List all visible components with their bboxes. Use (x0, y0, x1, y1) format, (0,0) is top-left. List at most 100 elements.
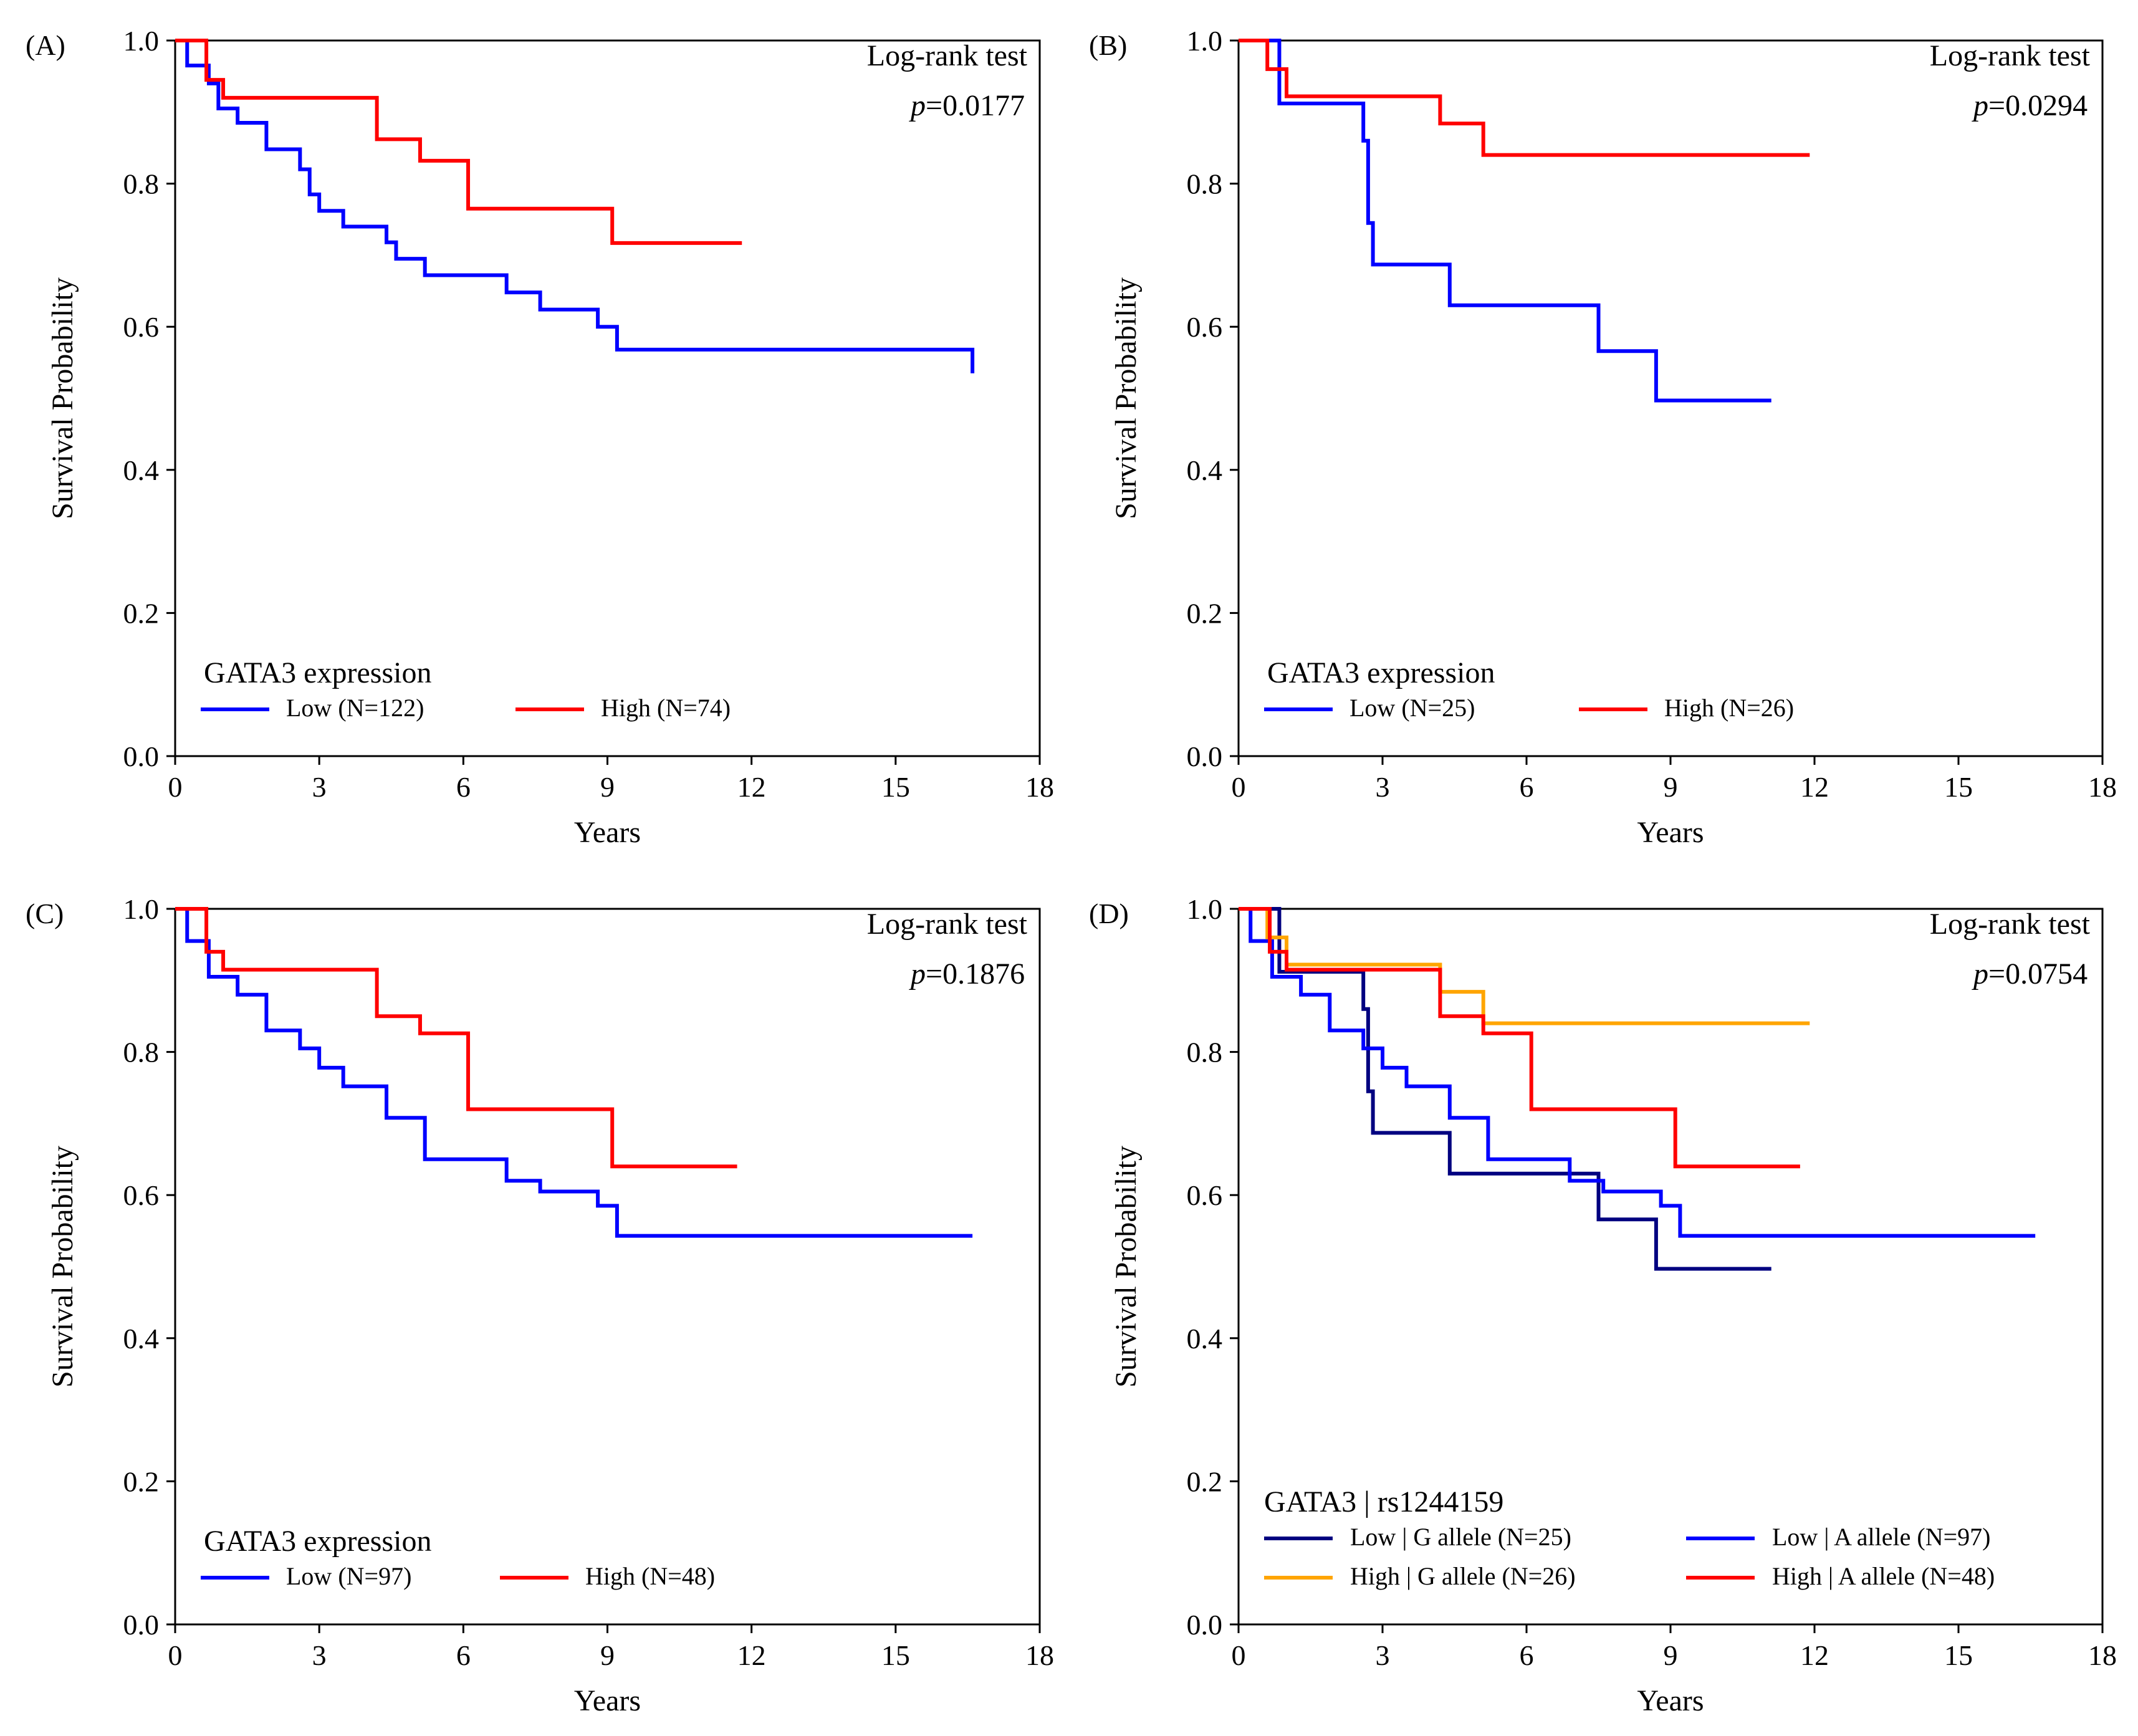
y-tick-label: 0.6 (123, 311, 160, 343)
x-tick-label: 15 (1944, 771, 1973, 803)
x-tick-label: 9 (1664, 771, 1678, 803)
x-tick-label: 3 (1376, 1639, 1390, 1671)
x-tick-label: 18 (2088, 1639, 2117, 1671)
p-value: =0.0177 (926, 89, 1025, 122)
y-axis-label: Survival Probability (46, 277, 79, 519)
y-tick-label: 1.0 (123, 25, 160, 57)
legend: GATA3 expression Low (N=122) High (N=74) (201, 656, 731, 722)
x-tick-label: 0 (168, 1639, 183, 1671)
x-tick-label: 6 (1520, 1639, 1534, 1671)
y-tick-label: 0.2 (123, 1465, 160, 1497)
y-tick-label: 1.0 (1187, 25, 1223, 57)
x-tick-label: 3 (1376, 771, 1390, 803)
y-tick-label: 0.6 (1187, 311, 1223, 343)
p-symbol: p (1972, 957, 1988, 990)
panel-label: (C) (26, 898, 64, 929)
km-curve-low (1239, 39, 1771, 403)
y-tick-label: 0.2 (123, 597, 160, 629)
logrank-title: Log-rank test (867, 39, 1028, 72)
legend-title: GATA3 expression (1267, 656, 1495, 689)
panel-c: (C) 0 3 6 9 12 15 18 0.0 0.2 0.4 0.6 0.8 1.0 Years Surv… (26, 893, 1054, 1717)
x-tick-label: 3 (312, 771, 327, 803)
x-tick-label: 9 (600, 771, 615, 803)
x-axis-label: Years (1637, 1684, 1704, 1717)
legend-label: Low | A allele (N=97) (1772, 1523, 1991, 1551)
logrank-title: Log-rank test (867, 908, 1028, 941)
x-tick-label: 15 (881, 1639, 910, 1671)
km-curve-high-a-allele (1239, 907, 1800, 1169)
x-tick-label: 6 (1520, 771, 1534, 803)
legend: GATA3 expression Low (N=25) High (N=26) (1264, 656, 1794, 722)
panel-d: (D) 0 3 6 9 12 15 18 0.0 0.2 0.4 0.6 0.8 1.0 Years Surv… (1089, 893, 2117, 1717)
x-tick-label: 0 (1232, 771, 1246, 803)
p-symbol: p (909, 89, 926, 122)
legend-label: Low (N=122) (286, 694, 424, 722)
legend-title: GATA3 expression (204, 656, 431, 689)
p-value: =0.0754 (1988, 957, 2088, 990)
x-tick-label: 12 (1800, 1639, 1829, 1671)
km-curve-high (175, 39, 742, 245)
y-tick-label: 0.2 (1187, 597, 1223, 629)
panel-label: (B) (1089, 29, 1127, 61)
legend-title: GATA3 | rs1244159 (1264, 1485, 1503, 1518)
y-tick-label: 0.4 (1187, 454, 1223, 486)
legend-title: GATA3 expression (204, 1525, 431, 1558)
y-tick-label: 0.6 (1187, 1179, 1223, 1211)
x-tick-label: 18 (1025, 771, 1054, 803)
legend-label: High (N=48) (585, 1562, 715, 1590)
y-tick-label: 0.4 (1187, 1323, 1223, 1355)
plot-frame (174, 908, 1041, 1626)
p-value-text: p=0.1876 (909, 957, 1025, 990)
x-tick-label: 6 (456, 771, 471, 803)
km-curve-high (175, 907, 737, 1169)
legend-label: Low (N=97) (286, 1562, 411, 1590)
x-axis-label: Years (574, 1684, 641, 1717)
x-tick-label: 0 (168, 771, 183, 803)
y-tick-label: 0.0 (123, 1609, 160, 1641)
x-tick-label: 15 (1944, 1639, 1973, 1671)
p-value-text: p=0.0177 (909, 89, 1025, 122)
y-tick-label: 0.0 (123, 741, 160, 772)
km-curve-low-g-allele (1239, 907, 1771, 1271)
x-tick-label: 18 (2088, 771, 2117, 803)
p-value: =0.0294 (1988, 89, 2088, 122)
panel-b: (B) 0 3 6 9 12 15 18 0.0 0.2 0.4 0.6 0.8 1.0 Years Surv… (1089, 25, 2117, 849)
panel-a: (A) 0 3 6 9 12 15 18 0.0 0.2 0.4 0.6 0.8 1.0 Years Surv… (26, 25, 1054, 849)
y-tick-label: 1.0 (1187, 893, 1223, 925)
y-axis-label: Survival Probability (1110, 277, 1143, 519)
x-tick-label: 18 (1025, 1639, 1054, 1671)
x-tick-label: 12 (1800, 771, 1829, 803)
panel-label: (A) (26, 29, 65, 61)
y-tick-label: 1.0 (123, 893, 160, 925)
km-curve-high-g-allele (1239, 907, 1810, 1025)
p-symbol: p (909, 957, 926, 990)
x-tick-label: 0 (1232, 1639, 1246, 1671)
legend: GATA3 expression Low (N=97) High (N=48) (201, 1525, 715, 1590)
x-axis-label: Years (574, 816, 641, 849)
x-tick-label: 12 (737, 771, 766, 803)
y-tick-label: 0.4 (123, 454, 160, 486)
p-symbol: p (1972, 89, 1988, 122)
y-tick-label: 0.0 (1187, 1609, 1223, 1641)
logrank-title: Log-rank test (1930, 908, 2091, 941)
p-value: =0.1876 (926, 957, 1025, 990)
y-tick-label: 0.4 (123, 1323, 160, 1355)
x-tick-label: 9 (600, 1639, 615, 1671)
legend-label: High | A allele (N=48) (1772, 1562, 1995, 1590)
y-tick-label: 0.0 (1187, 741, 1223, 772)
km-curve-low (175, 39, 975, 373)
y-tick-label: 0.8 (1187, 1037, 1223, 1068)
plot-frame (174, 39, 1041, 757)
legend-label: High (N=74) (601, 694, 731, 722)
km-curve-low (175, 907, 973, 1238)
x-tick-label: 12 (737, 1639, 766, 1671)
panel-label: (D) (1089, 898, 1129, 929)
km-curve-high (1239, 39, 1810, 157)
p-value-text: p=0.0294 (1972, 89, 2088, 122)
y-tick-label: 0.8 (123, 168, 160, 200)
y-tick-label: 0.8 (123, 1037, 160, 1068)
p-value-text: p=0.0754 (1972, 957, 2088, 990)
y-tick-label: 0.2 (1187, 1465, 1223, 1497)
legend: GATA3 | rs1244159 Low | G allele (N=25) Hi… (1264, 1485, 1995, 1590)
